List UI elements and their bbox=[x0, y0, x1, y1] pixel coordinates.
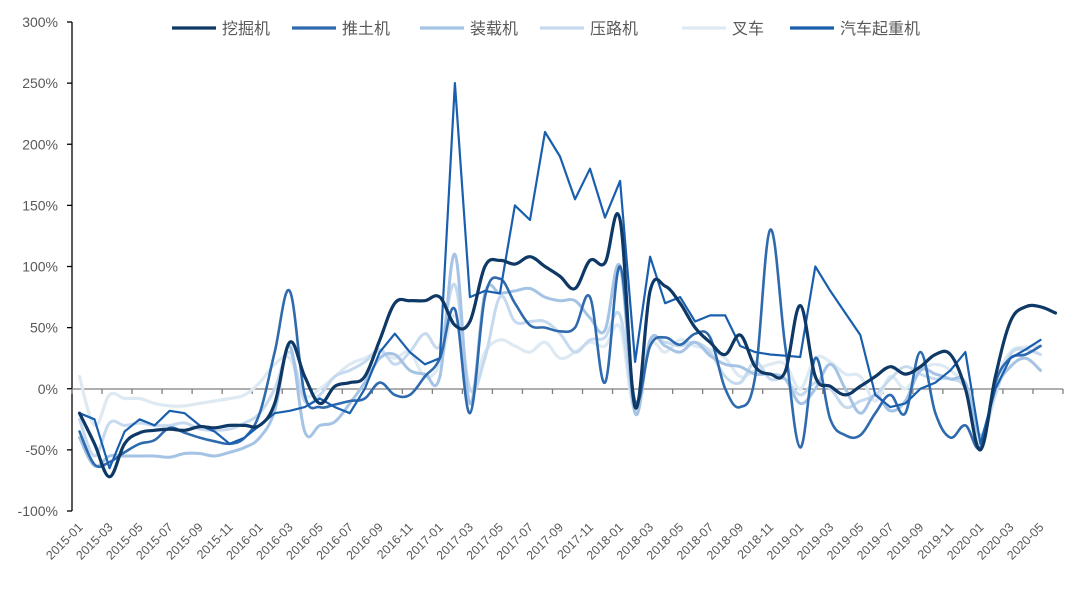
y-tick-label: 0% bbox=[38, 381, 58, 397]
legend-item: 叉车 bbox=[682, 19, 764, 38]
y-tick-label: -50% bbox=[25, 442, 58, 458]
legend-label: 汽车起重机 bbox=[840, 19, 920, 38]
series-line-5 bbox=[77, 313, 1043, 446]
y-tick-label: 300% bbox=[22, 14, 58, 30]
legend-label: 挖掘机 bbox=[222, 19, 270, 38]
legend-item: 推土机 bbox=[292, 19, 390, 38]
legend-item: 压路机 bbox=[540, 19, 638, 38]
legend-label: 推土机 bbox=[342, 19, 390, 38]
y-axis: -100% -50% 0% 50% 100% 150% 200% 250% 300% bbox=[18, 14, 73, 519]
x-axis: 2015-012015-032015-052015-072015-092015-… bbox=[43, 388, 1064, 563]
legend: 挖掘机 推土机 装载机 压路机 叉车 汽车起重机 bbox=[172, 19, 920, 38]
legend-label: 压路机 bbox=[590, 19, 638, 38]
legend-item: 装载机 bbox=[420, 19, 518, 38]
series-line-1 bbox=[77, 212, 1058, 479]
y-tick-label: 100% bbox=[22, 259, 58, 275]
y-tick-label: -100% bbox=[18, 503, 58, 519]
y-tick-label: 200% bbox=[22, 136, 58, 152]
legend-label: 叉车 bbox=[732, 19, 764, 38]
legend-item: 挖掘机 bbox=[172, 19, 270, 38]
y-tick-label: 150% bbox=[22, 197, 58, 213]
y-tick-label: 250% bbox=[22, 75, 58, 91]
legend-item: 汽车起重机 bbox=[790, 19, 920, 38]
series-line-6 bbox=[78, 82, 1042, 470]
legend-label: 装载机 bbox=[470, 19, 518, 38]
y-tick-label: 50% bbox=[30, 320, 58, 336]
plot-area bbox=[77, 82, 1058, 479]
series-line-3 bbox=[78, 252, 1042, 468]
